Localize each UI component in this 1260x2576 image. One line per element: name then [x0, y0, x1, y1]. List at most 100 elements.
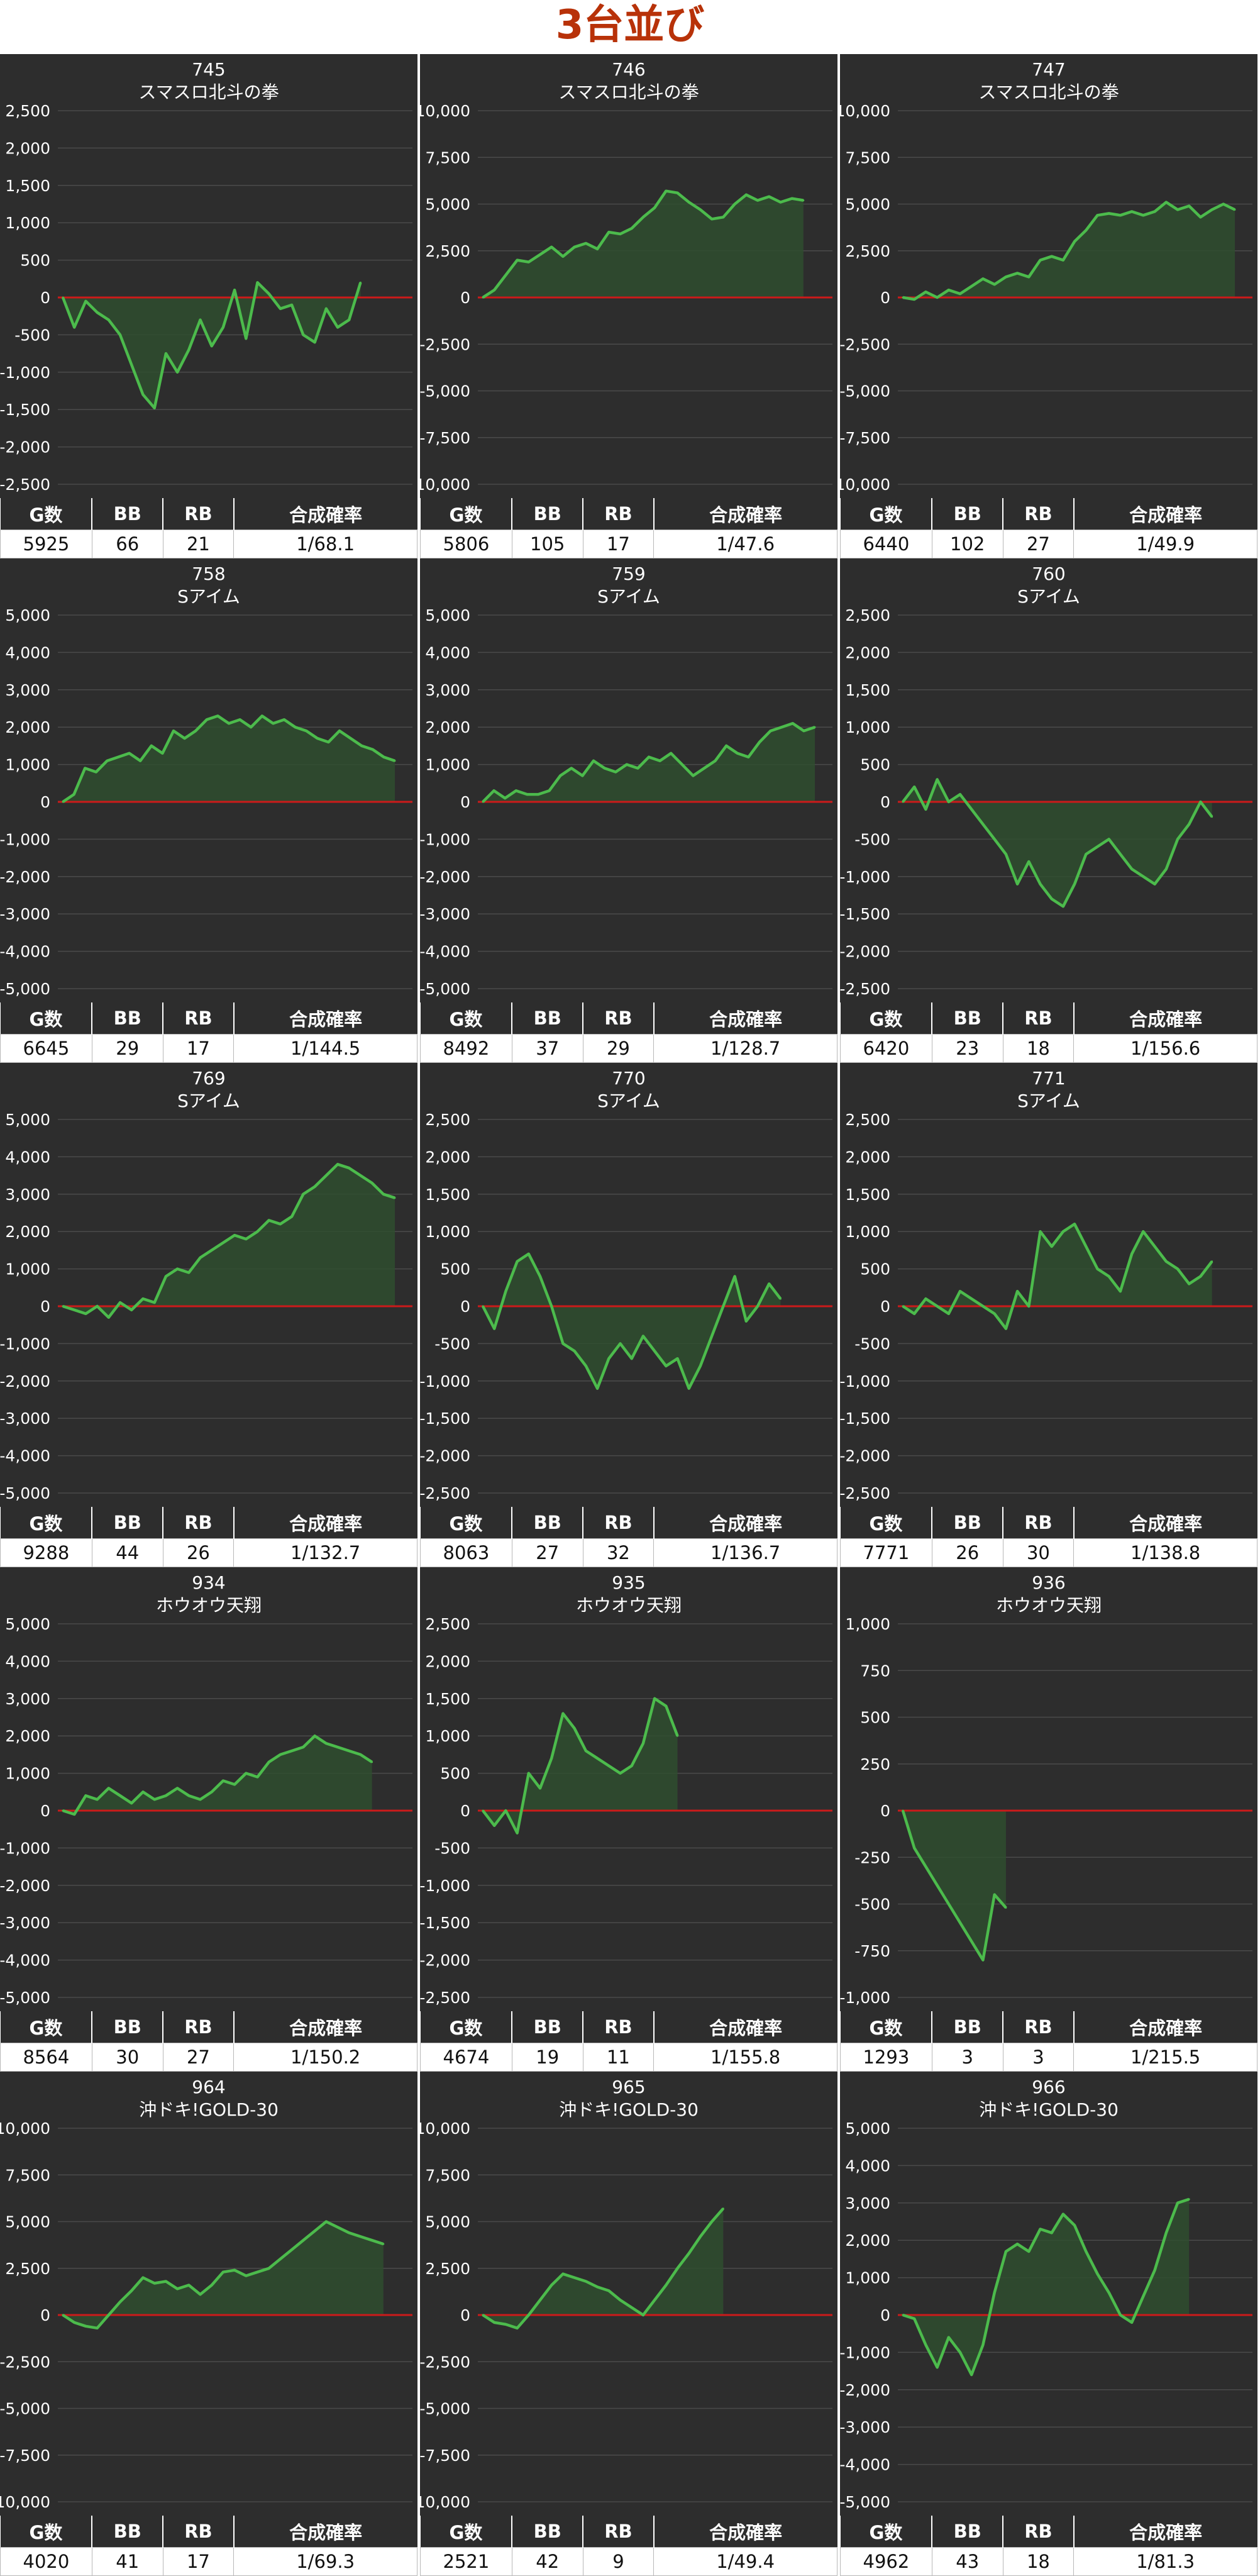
data-point — [1108, 1275, 1110, 1277]
data-point — [1108, 212, 1110, 214]
header-games: G数 — [0, 2011, 93, 2043]
data-point — [119, 2301, 121, 2303]
machine-number: 758 — [192, 564, 225, 584]
data-point — [725, 745, 727, 747]
y-tick-label: 2,500 — [425, 242, 470, 260]
y-tick-label: 750 — [860, 1662, 890, 1680]
data-point — [756, 199, 759, 202]
header-games: G数 — [840, 498, 933, 530]
data-point — [1165, 868, 1168, 870]
machine-number: 771 — [1032, 1068, 1065, 1089]
chart-svg: 2,500 2,000 1,500 1,000 500 0 -500 -1,000 -1,500… — [840, 1068, 1252, 1502]
data-point — [268, 2267, 270, 2270]
data-point — [62, 1809, 64, 1812]
data-point — [516, 1260, 519, 1263]
y-tick-label: -3,000 — [840, 2418, 890, 2436]
y-tick-label: 1,000 — [845, 1223, 890, 1241]
data-point — [228, 722, 230, 724]
data-point — [128, 752, 131, 755]
data-point — [993, 1313, 996, 1315]
machine-name: スマスロ北斗の拳 — [138, 82, 279, 103]
y-tick-label: 5,000 — [425, 606, 470, 625]
y-tick-label: 1,000 — [5, 1765, 50, 1783]
data-point — [194, 730, 197, 732]
value-rb: 26 — [162, 1538, 235, 1567]
data-point — [245, 1772, 247, 1775]
data-point — [745, 194, 748, 196]
data-point — [710, 1335, 713, 1337]
data-point — [372, 748, 374, 751]
value-bb: 105 — [511, 530, 583, 558]
header-bb: BB — [932, 498, 1004, 530]
data-point — [1176, 208, 1179, 211]
y-tick-label: 500 — [440, 1260, 470, 1279]
y-tick-label: 0 — [880, 1297, 890, 1316]
data-point — [936, 296, 939, 299]
y-tick-label: 10,000 — [420, 2119, 470, 2138]
stats-table: G数 BB RB 合成確率 6420 23 18 1/156.6 — [840, 1002, 1257, 1063]
chart-area: 2,500 2,000 1,500 1,000 500 0 -500 -1,000 -1,500… — [840, 558, 1257, 1002]
data-point — [653, 2299, 656, 2301]
data-point — [924, 1297, 927, 1300]
y-tick-label: 1,000 — [5, 214, 50, 232]
header-rb: RB — [583, 1002, 655, 1035]
data-point — [261, 714, 263, 717]
header-bb: BB — [92, 1002, 164, 1035]
data-point — [537, 793, 539, 796]
y-tick-label: 250 — [860, 1755, 890, 1774]
value-bb: 41 — [91, 2547, 163, 2576]
value-rb: 30 — [1002, 1538, 1075, 1567]
data-point — [1142, 214, 1144, 216]
value-games: 2521 — [420, 2547, 512, 2576]
chart-area: 10,000 7,500 5,000 2,500 0 -2,500 -5,000 -7,500… — [420, 54, 837, 498]
y-tick-label: -1,000 — [0, 364, 50, 382]
data-point — [325, 308, 328, 310]
data-point — [924, 2344, 927, 2346]
stats-table: G数 BB RB 合成確率 6645 29 17 1/144.5 — [0, 1002, 417, 1063]
machine-name: スマスロ北斗の拳 — [978, 82, 1119, 103]
area-fill — [63, 2221, 384, 2328]
y-tick-label: -2,500 — [840, 335, 890, 353]
machine-number: 964 — [192, 2077, 225, 2097]
stats-table: G数 BB RB 合成確率 8063 27 32 1/136.7 — [420, 1507, 837, 1567]
data-point — [1142, 2295, 1144, 2297]
y-tick-label: 1,000 — [425, 756, 470, 774]
data-point — [936, 2366, 939, 2368]
y-tick-label: -4,000 — [840, 2456, 890, 2474]
chart-area: 5,000 4,000 3,000 2,000 1,000 0 -1,000 -2,000 -3… — [0, 1567, 417, 2011]
y-tick-label: 1,000 — [845, 1615, 890, 1633]
data-point — [516, 1832, 519, 1835]
data-point — [1108, 838, 1110, 840]
data-point — [250, 726, 252, 728]
data-point — [119, 333, 121, 336]
stats-table: G数 BB RB 合成確率 4020 41 17 1/69.3 — [0, 2516, 417, 2576]
data-point — [165, 1275, 167, 1277]
data-point — [814, 726, 816, 728]
data-point — [1165, 201, 1168, 203]
y-tick-label: -2,500 — [0, 475, 50, 494]
data-point — [359, 1753, 362, 1756]
data-point — [585, 2280, 587, 2282]
data-point — [314, 341, 316, 343]
data-point — [924, 1865, 927, 1868]
data-point — [348, 1167, 350, 1169]
y-tick-label: 5,000 — [845, 196, 890, 214]
data-point — [119, 1794, 121, 1797]
data-point — [482, 801, 484, 803]
y-tick-label: -1,500 — [840, 905, 890, 923]
header-games: G数 — [840, 2011, 933, 2043]
data-point — [791, 197, 793, 200]
data-point — [970, 1297, 973, 1300]
y-tick-label: -7,500 — [840, 429, 890, 447]
y-tick-label: 1,000 — [5, 1260, 50, 1279]
value-rb: 27 — [1002, 530, 1075, 558]
machine-name: ホウオウ天翔 — [576, 1595, 682, 1616]
data-point — [314, 1735, 316, 1737]
area-fill — [903, 779, 1212, 907]
data-point — [573, 1350, 576, 1352]
data-point — [394, 760, 396, 762]
data-point — [316, 737, 319, 740]
data-point — [550, 2284, 553, 2286]
header-combined-rate: 合成確率 — [233, 1002, 417, 1035]
chart-panel-966: 5,000 4,000 3,000 2,000 1,000 0 -1,000 -2,000 -3… — [840, 2072, 1257, 2576]
